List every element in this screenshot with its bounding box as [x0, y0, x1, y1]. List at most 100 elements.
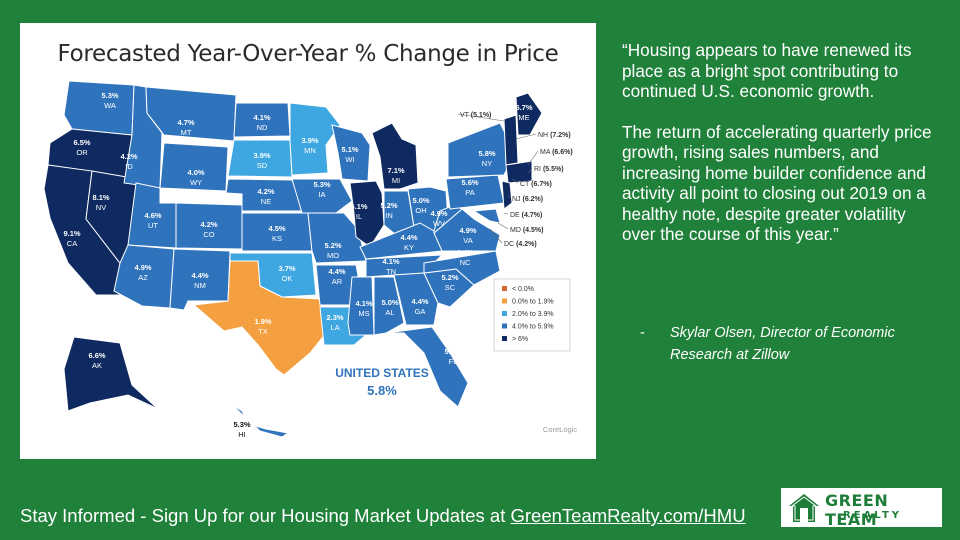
state-al-value: 5.0%	[381, 298, 398, 307]
state-al-abbr: AL	[385, 308, 394, 317]
state-il-value: 6.1%	[350, 202, 367, 211]
state-ga-shape	[393, 272, 439, 326]
state-mi-abbr: MI	[392, 176, 400, 185]
green-team-realty-logo: GREEN TEAM REALTY	[781, 488, 942, 529]
state-nd-value: 4.1%	[253, 113, 270, 122]
state-oh-abbr: OH	[415, 206, 426, 215]
state-mn-abbr: MN	[304, 146, 316, 155]
state-me-shape	[515, 92, 543, 136]
house-logo-icon	[789, 494, 819, 522]
state-tn-abbr: TN	[386, 267, 396, 276]
state-mo-abbr: MO	[327, 251, 339, 260]
state-wy-abbr: WY	[190, 178, 202, 187]
state-ar-value: 4.4%	[328, 267, 345, 276]
state-wi-abbr: WI	[345, 155, 354, 164]
state-ak-value: 6.6%	[88, 351, 105, 360]
legend-swatch-low	[502, 298, 507, 304]
state-la-abbr: LA	[330, 323, 339, 332]
state-wi-shape	[331, 124, 371, 182]
state-wy-value: 4.0%	[187, 168, 204, 177]
state-il-shape	[349, 180, 385, 248]
state-sd-shape	[227, 139, 293, 178]
state-nm-value: 4.4%	[191, 271, 208, 280]
legend-label-high: 4.0% to 5.9%	[512, 324, 554, 331]
leader-line-de	[503, 212, 509, 215]
state-id-value: 4.2%	[120, 152, 137, 161]
state-ia-shape	[291, 178, 353, 214]
legend-label-negative: < 0.0%	[512, 286, 534, 293]
state-id-abbr: ID	[125, 162, 133, 171]
legend-swatch-high	[502, 323, 507, 329]
state-oh-value: 5.0%	[412, 196, 429, 205]
leader-line-ct	[511, 178, 519, 184]
state-ut-value: 4.6%	[144, 211, 161, 220]
state-fl-value: 5.4%	[444, 347, 461, 356]
leader-line-ri	[527, 167, 533, 174]
state-tx-shape	[192, 260, 327, 376]
state-ny-value: 5.8%	[478, 149, 495, 158]
state-pa-value: 5.6%	[461, 178, 478, 187]
state-ks-abbr: KS	[272, 234, 282, 243]
state-az-value: 4.9%	[134, 263, 151, 272]
state-mi-shape	[371, 122, 419, 190]
footer-call-to-action: Stay Informed - Sign Up for our Housing …	[20, 505, 746, 527]
quote-paragraph-1: “Housing appears to have renewed its pla…	[622, 40, 912, 101]
state-nv-abbr: NV	[96, 203, 106, 212]
leader-line-vt	[457, 113, 505, 122]
state-mt-value: 4.7%	[177, 118, 194, 127]
state-tx-abbr: TX	[258, 327, 268, 336]
state-in-value: 5.2%	[380, 201, 397, 210]
state-me-value: 6.7%	[515, 103, 532, 112]
signup-link[interactable]: GreenTeamRealty.com/HMU	[510, 505, 746, 526]
state-il-abbr: IL	[356, 212, 362, 221]
state-fl-shape	[385, 326, 469, 408]
state-nh-vt-shape	[503, 114, 519, 166]
state-nv-value: 8.1%	[92, 193, 109, 202]
zillow-quote: “Housing appears to have renewed its pla…	[622, 40, 940, 265]
attribution-dash: -	[640, 325, 645, 341]
state-az-abbr: AZ	[138, 273, 148, 282]
legend-label-mid: 2.0% to 3.9%	[512, 311, 554, 318]
state-ca-abbr: CA	[67, 239, 77, 248]
state-mn-shape	[289, 102, 341, 176]
state-hi-value: 5.3%	[233, 420, 250, 429]
state-or-value: 6.5%	[73, 138, 90, 147]
state-tn-value: 4.1%	[382, 257, 399, 266]
state-va-abbr: VA	[463, 236, 472, 245]
state-ct-callout: CT (6.7%)	[520, 181, 552, 188]
state-nc-value: 4.4%	[456, 248, 473, 257]
legend-swatch-negative	[502, 286, 507, 291]
state-ky-abbr: KY	[404, 243, 414, 252]
us-price-change-map: 5.3%WA6.5%OR9.1%CA8.1%NV4.2%ID4.7%MT4.0%…	[43, 80, 577, 439]
state-ri-callout: RI (5.5%)	[534, 166, 564, 173]
state-or-abbr: OR	[76, 148, 88, 157]
state-md-callout: MD (4.5%)	[510, 227, 543, 234]
leader-line-dc	[489, 228, 503, 244]
state-mn-value: 3.9%	[301, 136, 318, 145]
state-ia-abbr: IA	[318, 190, 325, 199]
state-co-value: 4.2%	[200, 220, 217, 229]
state-me-abbr: ME	[518, 113, 529, 122]
leader-line-nh	[515, 133, 537, 140]
state-ga-value: 4.4%	[411, 297, 428, 306]
state-ms-abbr: MS	[358, 309, 369, 318]
state-co-abbr: CO	[203, 230, 214, 239]
legend-label-low: 0.0% to 1.9%	[512, 299, 554, 306]
logo-wordmark-bottom: REALTY	[843, 510, 903, 521]
state-ga-abbr: GA	[415, 307, 426, 316]
legend-swatch-top	[502, 336, 507, 341]
state-sd-value: 3.9%	[253, 151, 270, 160]
state-tx-value: 1.9%	[254, 317, 271, 326]
state-mo-value: 5.2%	[324, 241, 341, 250]
leader-line-nj	[507, 194, 511, 199]
state-ma-ri-ct-shape	[505, 160, 533, 184]
us-national-value: 5.8%	[367, 383, 397, 398]
leader-line-md	[497, 222, 509, 230]
attribution-text: Skylar Olsen, Director of Economic Resea…	[670, 325, 895, 363]
state-sd-abbr: SD	[257, 161, 268, 170]
state-nd-abbr: ND	[257, 123, 268, 132]
state-al-shape	[373, 276, 405, 336]
legend-label-top: > 6%	[512, 336, 528, 343]
state-ca-value: 9.1%	[63, 229, 80, 238]
state-vt-callout: VT (5.1%)	[460, 112, 491, 119]
